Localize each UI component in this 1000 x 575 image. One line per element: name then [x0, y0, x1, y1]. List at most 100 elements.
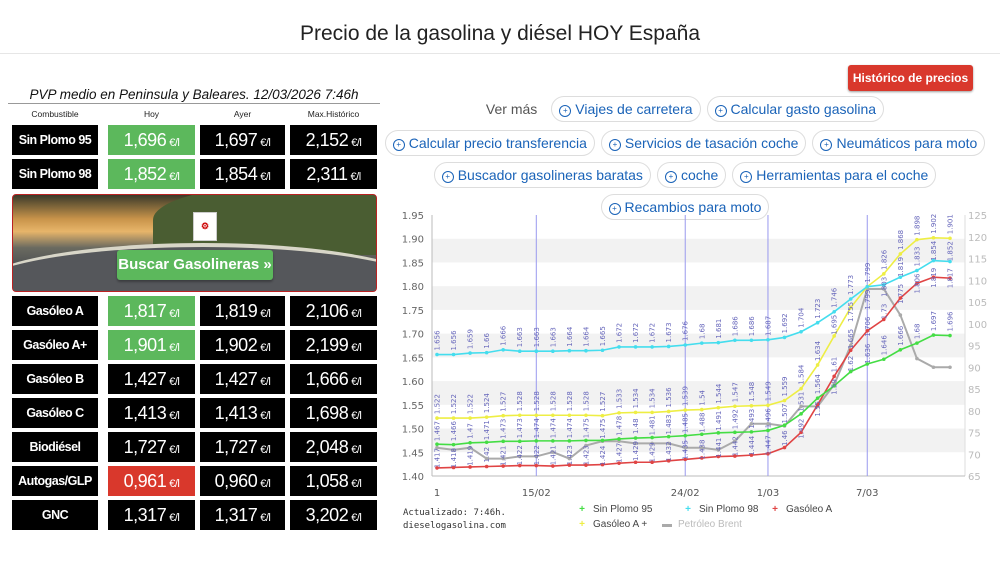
price-unit: €/l	[260, 512, 271, 524]
data-label: 1.696	[947, 311, 955, 332]
price-max: 1,698 €/l	[290, 398, 377, 428]
legend-item[interactable]: ▬ Petróleo Brent	[662, 519, 742, 530]
price-value: 1,819	[214, 301, 258, 321]
data-point	[716, 431, 721, 435]
ver-mas-link[interactable]: + Calcular gasto gasolina	[706, 96, 885, 122]
data-label: 1.549	[764, 381, 772, 401]
data-label: 1.492	[798, 419, 806, 439]
updated-text: Actualizado: 7:46h.	[403, 508, 506, 518]
legend-item[interactable]: + Gasóleo A +	[577, 519, 647, 530]
fuel-name[interactable]: Sin Plomo 98	[12, 159, 98, 189]
data-point	[584, 413, 588, 418]
data-label: 1.424	[599, 445, 607, 466]
data-point	[435, 416, 439, 420]
ver-mas-label: Ver más	[485, 101, 538, 117]
legend-label: Sin Plomo 98	[699, 504, 759, 515]
data-point	[666, 459, 671, 463]
price-value: 2,048	[305, 437, 349, 457]
data-point	[517, 439, 522, 444]
data-label: 1.773	[847, 275, 855, 295]
data-point	[633, 436, 638, 440]
data-point	[551, 450, 555, 454]
data-point	[749, 403, 754, 408]
x-tick-label: 7/03	[856, 488, 878, 499]
y-tick-label: 1.60	[402, 377, 424, 388]
data-label: 1.664	[566, 326, 574, 347]
data-point	[815, 320, 820, 325]
grid-band	[432, 428, 965, 453]
ver-mas-link[interactable]: + Viajes de carretera	[551, 96, 701, 122]
price-unit: €/l	[260, 376, 271, 388]
fuel-name[interactable]: Autogas/GLP	[12, 466, 98, 496]
data-point	[815, 363, 820, 367]
fuel-name[interactable]: Biodiésel	[12, 432, 98, 462]
price-max: 2,311 €/l	[290, 159, 377, 189]
search-banner[interactable]: ⚙ Buscar Gasolineras »	[12, 194, 377, 292]
price-today: 1,727 €/l	[108, 432, 195, 462]
data-label: 1.584	[798, 364, 806, 385]
price-today: 1,427 €/l	[108, 364, 195, 394]
price-yesterday: 0,960 €/l	[200, 466, 285, 496]
price-value: 1,696	[123, 130, 167, 150]
legend-item[interactable]: + Sin Plomo 95	[577, 504, 652, 515]
data-point	[948, 259, 952, 264]
fuel-name[interactable]: Sin Plomo 95	[12, 125, 98, 155]
ver-mas-link[interactable]: + Calcular precio transferencia	[384, 130, 595, 156]
data-point	[799, 386, 803, 391]
price-max: 1,666 €/l	[290, 364, 377, 394]
ver-mas-link[interactable]: + Herramientas para el coche	[732, 162, 937, 188]
data-point	[501, 456, 505, 461]
data-point	[733, 439, 737, 443]
fuel-name[interactable]: Gasóleo B	[12, 364, 98, 394]
data-label: 1.54	[698, 389, 706, 405]
data-point	[484, 350, 489, 355]
legend-item[interactable]: + Gasóleo A	[770, 504, 832, 515]
data-point	[650, 435, 654, 440]
data-label: 1.421	[500, 446, 508, 466]
data-label: 1.817	[947, 268, 955, 288]
legend-swatch: ▬	[662, 519, 672, 530]
data-label: 1.656	[450, 330, 458, 351]
data-point	[931, 275, 936, 279]
fuel-name[interactable]: Gasóleo A+	[12, 330, 98, 360]
ver-mas-link[interactable]: + Servicios de tasación coche	[600, 130, 807, 156]
data-label: 1.544	[715, 383, 723, 404]
fuel-name[interactable]: GNC	[12, 500, 98, 530]
data-point	[716, 405, 721, 410]
fuel-name[interactable]: Gasóleo A	[12, 296, 98, 326]
ver-mas-link[interactable]: + Buscador gasolineras baratas	[433, 162, 651, 188]
buscar-gasolineras-button[interactable]: Buscar Gasolineras »	[117, 250, 273, 280]
site-text: dieselogasolina.com	[403, 521, 506, 531]
y-tick-label: 1.80	[402, 282, 424, 293]
data-point	[882, 317, 886, 322]
data-point	[699, 445, 704, 450]
price-yesterday: 1,727 €/l	[200, 432, 285, 462]
price-today: 1,696 €/l	[108, 125, 195, 155]
price-value: 1,697	[214, 130, 258, 150]
data-label: 1.746	[831, 287, 839, 308]
y-tick-label: 1.90	[402, 235, 424, 246]
data-point	[517, 454, 522, 459]
ver-mas-link[interactable]: + Neumáticos para moto	[812, 130, 986, 156]
fuel-name[interactable]: Gasóleo C	[12, 398, 98, 428]
legend-item[interactable]: + Sin Plomo 98	[683, 504, 758, 515]
data-point	[848, 305, 853, 310]
data-point	[915, 281, 919, 286]
ver-mas-link[interactable]: + coche	[656, 162, 727, 188]
price-unit: €/l	[260, 444, 271, 456]
data-label: 1.531	[798, 392, 806, 412]
data-label: 1.432	[665, 441, 673, 461]
data-label: 1.473	[500, 419, 508, 439]
historico-precios-button[interactable]: Histórico de precios »	[848, 65, 973, 111]
y2-tick-label: 75	[968, 429, 981, 440]
price-unit: €/l	[260, 478, 271, 490]
data-point	[749, 453, 754, 457]
data-label: 1.686	[748, 316, 756, 337]
data-point	[882, 357, 886, 362]
legend-label: Gasóleo A	[786, 504, 833, 515]
data-point	[749, 430, 754, 434]
price-unit: €/l	[350, 171, 362, 183]
header-combustible: Combustible	[31, 109, 79, 119]
price-unit: €/l	[351, 410, 362, 422]
data-point	[551, 413, 555, 418]
